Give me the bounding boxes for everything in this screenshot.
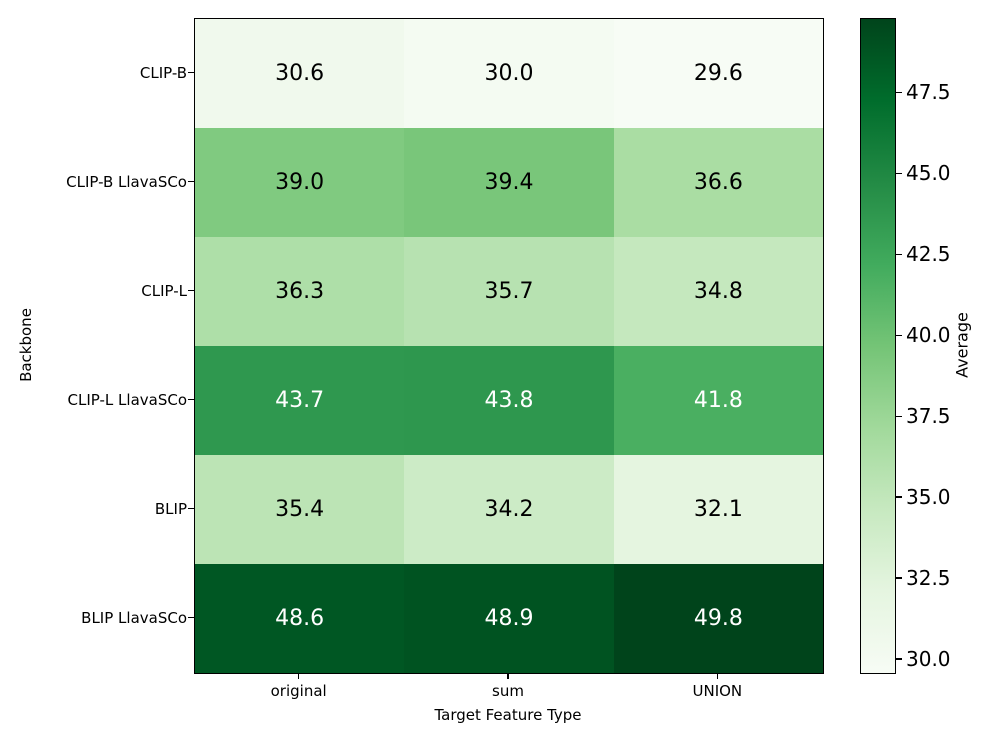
x-tick-label: sum — [492, 682, 524, 700]
colorbar-tick-mark — [896, 496, 902, 498]
colorbar-tick-mark — [896, 91, 902, 94]
y-tick-mark — [188, 507, 194, 510]
heatmap-cell: 49.8 — [613, 564, 823, 673]
heatmap-cell: 48.6 — [195, 564, 405, 673]
heatmap-cell: 36.3 — [195, 237, 405, 346]
heatmap-cell: 35.4 — [195, 455, 405, 564]
heatmap-cell: 32.1 — [613, 455, 823, 564]
colorbar-tick-label: 35.0 — [906, 485, 951, 510]
heatmap-cell: 39.0 — [195, 128, 405, 237]
heatmap-cell: 34.2 — [404, 455, 614, 564]
y-tick-label: CLIP-B — [139, 63, 187, 82]
colorbar-tick-label: 42.5 — [906, 242, 951, 267]
heatmap-cell: 43.7 — [195, 346, 405, 455]
y-tick-label: CLIP-L LlavaSCo — [67, 390, 187, 409]
heatmap-cell: 43.8 — [404, 346, 614, 455]
heatmap-cell: 48.9 — [404, 564, 614, 673]
heatmap-cell: 39.4 — [404, 128, 614, 237]
y-tick-label: CLIP-B LlavaSCo — [66, 172, 187, 191]
x-tick-mark — [716, 673, 719, 679]
colorbar-gradient — [860, 18, 896, 674]
colorbar-tick-label: 47.5 — [906, 80, 951, 105]
heatmap-cell: 30.6 — [195, 19, 405, 128]
y-tick-mark — [188, 289, 194, 292]
colorbar-tick-label: 45.0 — [906, 161, 951, 186]
heatmap-cell: 30.0 — [404, 19, 614, 128]
x-axis-label: Target Feature Type — [434, 706, 582, 724]
colorbar-tick-label: 30.0 — [906, 647, 951, 672]
y-tick-label: BLIP — [154, 499, 187, 518]
heatmap-cell: 41.8 — [613, 346, 823, 455]
colorbar-label: Average — [952, 312, 972, 378]
y-tick-mark — [188, 180, 194, 183]
heatmap-cell: 34.8 — [613, 237, 823, 346]
y-tick-mark — [188, 616, 194, 619]
colorbar-tick-label: 32.5 — [906, 566, 951, 591]
colorbar-tick-mark — [896, 577, 902, 579]
colorbar-tick-mark — [896, 415, 902, 417]
colorbar-tick-mark — [896, 658, 902, 660]
colorbar-tick-label: 37.5 — [906, 404, 951, 429]
y-tick-label: CLIP-L — [141, 281, 187, 300]
y-axis-label: Backbone — [17, 308, 35, 382]
x-tick-mark — [297, 673, 300, 679]
colorbar-tick-mark — [896, 172, 902, 175]
y-tick-label: BLIP LlavaSCo — [81, 608, 187, 627]
x-tick-mark — [507, 673, 509, 679]
heatmap-cell: 35.7 — [404, 237, 614, 346]
heatmap-plot: 30.6 30.0 29.6 39.0 39.4 36.6 36.3 35.7 34.8 43.7… — [194, 18, 824, 674]
x-tick-label: original — [270, 682, 327, 700]
heatmap-cell: 36.6 — [613, 128, 823, 237]
colorbar-tick-label: 40.0 — [906, 323, 951, 348]
y-tick-mark — [188, 71, 194, 74]
y-tick-mark — [188, 398, 194, 401]
colorbar-tick-mark — [896, 334, 902, 336]
colorbar-tick-mark — [896, 253, 902, 256]
heatmap-cell: 29.6 — [613, 19, 823, 128]
x-tick-label: UNION — [692, 682, 743, 700]
